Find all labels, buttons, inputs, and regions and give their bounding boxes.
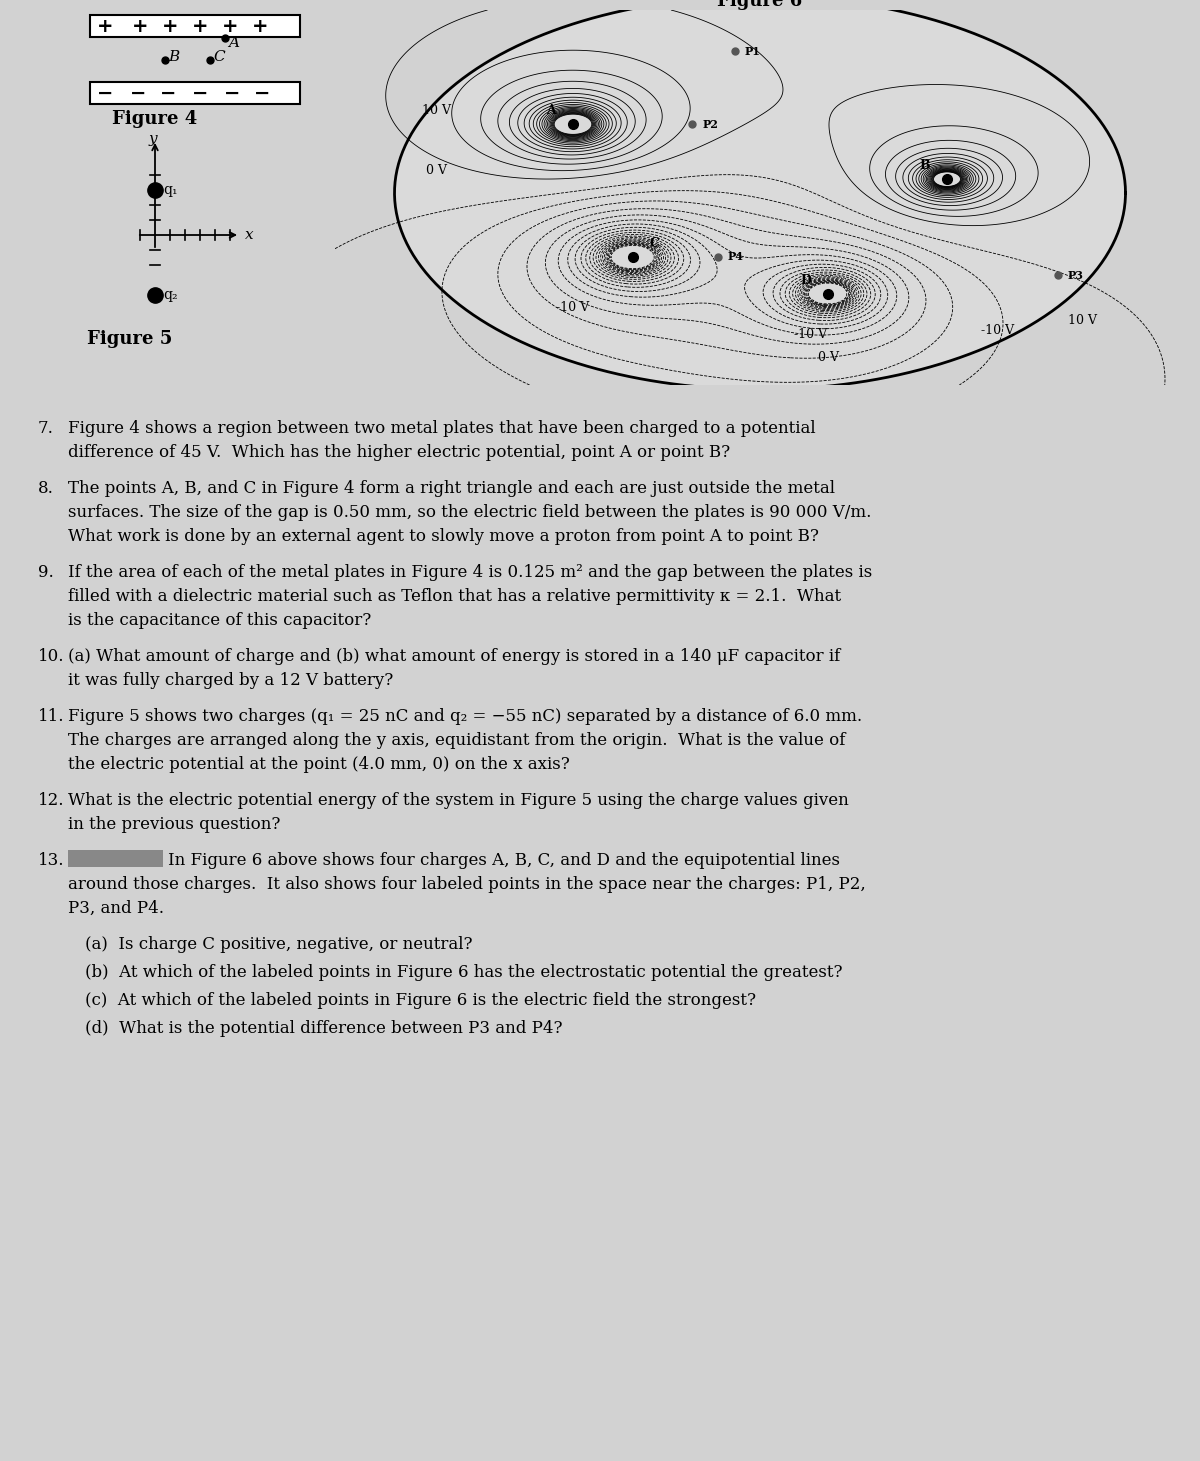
Text: (b)  At which of the labeled points in Figure 6 has the electrostatic potential : (b) At which of the labeled points in Fi… [85,964,842,980]
Text: B: B [168,50,179,64]
Text: P3: P3 [1068,270,1084,281]
Text: +: + [132,16,149,35]
Text: is the capacitance of this capacitor?: is the capacitance of this capacitor? [68,612,371,630]
Text: 13.: 13. [38,852,65,869]
Text: in the previous question?: in the previous question? [68,817,281,833]
Polygon shape [90,82,300,104]
Text: 7.: 7. [38,419,54,437]
Text: q₁: q₁ [163,183,178,197]
Text: +: + [252,16,269,35]
Text: +: + [192,16,209,35]
Text: P4: P4 [727,251,744,263]
Text: difference of 45 V.  Which has the higher electric potential, point A or point B: difference of 45 V. Which has the higher… [68,444,730,462]
Text: around those charges.  It also shows four labeled points in the space near the c: around those charges. It also shows four… [68,877,865,893]
Text: −: − [192,83,208,102]
Text: A: A [228,37,239,50]
Text: 10 V: 10 V [422,104,451,117]
Text: (a)  Is charge C positive, negative, or neutral?: (a) Is charge C positive, negative, or n… [85,937,473,953]
Text: The points A, B, and C in Figure 4 form a right triangle and each are just outsi: The points A, B, and C in Figure 4 form … [68,481,835,497]
Text: The charges are arranged along the y axis, equidistant from the origin.  What is: The charges are arranged along the y axi… [68,732,845,749]
Text: A: A [546,105,556,117]
Text: +: + [162,16,179,35]
Text: surfaces. The size of the gap is 0.50 mm, so the electric field between the plat: surfaces. The size of the gap is 0.50 mm… [68,504,871,522]
Text: In Figure 6 above shows four charges A, B, C, and D and the equipotential lines: In Figure 6 above shows four charges A, … [168,852,840,869]
Text: q₂: q₂ [163,288,178,302]
Text: What work is done by an external agent to slowly move a proton from point A to p: What work is done by an external agent t… [68,527,818,545]
Text: P3, and P4.: P3, and P4. [68,900,164,918]
Text: 0 V: 0 V [426,164,448,177]
Text: it was fully charged by a 12 V battery?: it was fully charged by a 12 V battery? [68,672,394,690]
Text: 10 V: 10 V [1068,314,1098,327]
Text: C: C [214,50,224,64]
Text: -10 V: -10 V [794,329,828,342]
Text: C: C [649,237,660,250]
Text: -10 V: -10 V [982,324,1014,336]
Text: −: − [160,83,176,102]
Text: 0 V: 0 V [817,351,839,364]
Text: (d)  What is the potential difference between P3 and P4?: (d) What is the potential difference bet… [85,1020,563,1037]
Text: x: x [245,228,253,243]
Polygon shape [68,850,163,866]
Text: the electric potential at the point (4.0 mm, 0) on the x axis?: the electric potential at the point (4.0… [68,755,570,773]
Text: +: + [222,16,239,35]
Text: -10 V: -10 V [557,301,589,314]
Text: −: − [254,83,270,102]
Text: −: − [97,83,113,102]
Text: 8.: 8. [38,481,54,497]
Text: What is the electric potential energy of the system in Figure 5 using the charge: What is the electric potential energy of… [68,792,848,809]
Text: (a) What amount of charge and (b) what amount of energy is stored in a 140 μF ca: (a) What amount of charge and (b) what a… [68,649,840,665]
Text: Figure 5: Figure 5 [88,330,173,348]
Polygon shape [90,15,300,37]
Text: −: − [224,83,240,102]
Text: D: D [800,273,811,286]
Text: (c)  At which of the labeled points in Figure 6 is the electric field the strong: (c) At which of the labeled points in Fi… [85,992,756,1010]
Polygon shape [395,0,1126,390]
Text: +: + [97,16,113,35]
Text: y: y [149,131,157,146]
Text: Figure 4 shows a region between two metal plates that have been charged to a pot: Figure 4 shows a region between two meta… [68,419,816,437]
Text: 11.: 11. [38,709,65,725]
Text: Figure 4: Figure 4 [113,110,198,129]
Text: If the area of each of the metal plates in Figure 4 is 0.125 m² and the gap betw: If the area of each of the metal plates … [68,564,872,581]
Text: Figure 5 shows two charges (q₁ = 25 nC and q₂ = −55 nC) separated by a distance : Figure 5 shows two charges (q₁ = 25 nC a… [68,709,862,725]
Text: P1: P1 [745,45,761,57]
Text: 12.: 12. [38,792,65,809]
Text: filled with a dielectric material such as Teflon that has a relative permittivit: filled with a dielectric material such a… [68,587,841,605]
Text: 9.: 9. [38,564,54,581]
Text: P2: P2 [702,118,718,130]
Text: −: − [130,83,146,102]
Text: 10.: 10. [38,649,65,665]
Text: B: B [919,159,930,172]
Title: Figure 6: Figure 6 [718,0,803,10]
